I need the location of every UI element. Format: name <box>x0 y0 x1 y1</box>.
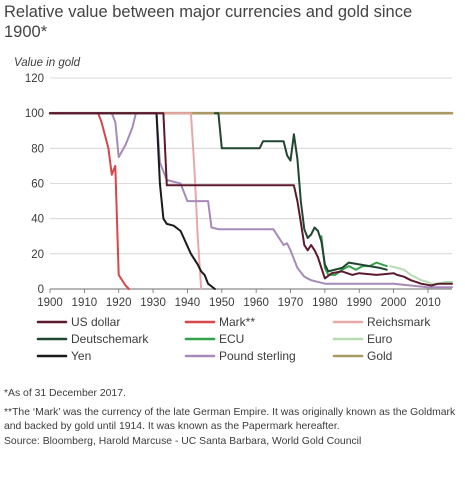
legend-label-euro: Euro <box>367 332 393 346</box>
x-tick-label: 1990 <box>346 297 372 309</box>
legend-label-yen: Yen <box>71 349 91 363</box>
series-line-reichsmark <box>131 112 203 290</box>
x-tick-label: 1960 <box>243 297 269 309</box>
x-tick-label: 1940 <box>175 297 201 309</box>
series-line-ecu <box>320 235 388 276</box>
series-line-deutschemark <box>213 112 388 273</box>
footnote-mark: **The ‘Mark’ was the currency of the lat… <box>4 406 456 433</box>
x-tick-label: 1930 <box>140 297 166 309</box>
x-tick-label: 1920 <box>106 297 132 309</box>
legend-label-ecu: ECU <box>219 332 244 346</box>
y-tick-label: 80 <box>31 143 44 155</box>
series-line-pound-sterling <box>49 112 453 289</box>
y-tick-label: 100 <box>25 108 44 120</box>
x-tick-label: 1910 <box>72 297 98 309</box>
series-line-yen <box>49 112 216 290</box>
x-tick-label: 2000 <box>381 297 407 309</box>
source-note: Source: Bloomberg, Harold Marcuse - UC S… <box>4 435 362 447</box>
footnote-as-of: *As of 31 December 2017. <box>4 388 126 399</box>
series-line-us-dollar <box>49 112 453 287</box>
x-tick-label: 1970 <box>278 297 304 309</box>
chart-title: Relative value between major currencies … <box>4 3 413 41</box>
legend-label-us-dollar: US dollar <box>71 315 120 329</box>
y-tick-label: 20 <box>31 249 44 261</box>
legend-label-mark: Mark** <box>219 315 255 329</box>
line-chart: Value in gold 0 20 40 60 80 100 120 1900 1910 19… <box>14 57 454 363</box>
y-tick-label: 40 <box>31 214 44 226</box>
legend-label-reichsmark: Reichsmark <box>367 315 431 329</box>
y-tick-label: 60 <box>31 179 44 191</box>
y-tick-label: 0 <box>38 284 44 296</box>
legend-label-deutschemark: Deutschemark <box>71 332 149 346</box>
legend-label-pound-sterling: Pound sterling <box>219 349 296 363</box>
legend-label-gold: Gold <box>367 349 392 363</box>
series-line-mark <box>49 112 130 290</box>
footnotes: *As of 31 December 2017. **The ‘Mark’ wa… <box>4 387 462 449</box>
y-axis-label: Value in gold <box>14 57 81 69</box>
x-tick-label: 1900 <box>37 297 63 309</box>
x-tick-label: 2010 <box>415 297 441 309</box>
x-tick-label: 1950 <box>209 297 235 309</box>
y-tick-label: 120 <box>25 73 44 85</box>
x-tick-label: 1980 <box>312 297 338 309</box>
